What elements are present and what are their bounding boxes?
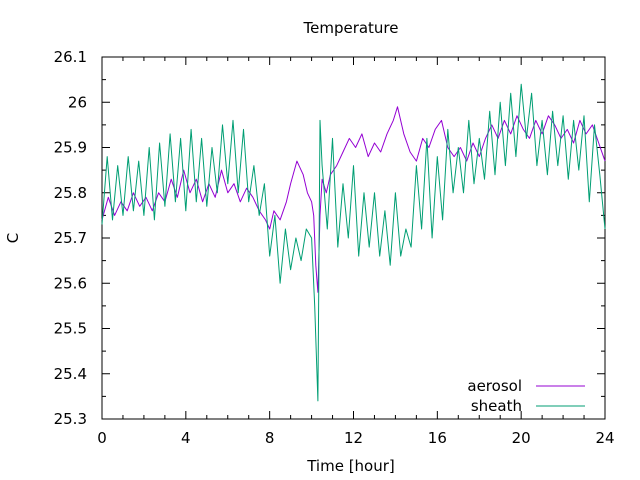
- series-lines: [101, 83, 606, 402]
- y-tick-label: 26.1: [54, 48, 87, 66]
- legend-label-sheath: sheath: [471, 397, 522, 415]
- legend-label-aerosol: aerosol: [467, 377, 522, 395]
- y-tick-label: 25.9: [54, 139, 87, 157]
- x-tick-label: 8: [265, 429, 275, 447]
- y-tick-label: 25.4: [54, 365, 87, 383]
- x-tick-label: 24: [595, 429, 614, 447]
- x-tick-label: 4: [181, 429, 191, 447]
- x-axis-ticks: 0 4 8 12 16 20 24: [97, 57, 615, 447]
- y-tick-label: 26: [68, 93, 87, 111]
- y-tick-label: 25.3: [54, 410, 87, 428]
- y-tick-label: 25.6: [54, 274, 87, 292]
- legend: aerosol sheath: [467, 377, 585, 415]
- y-axis-ticks: 25.3 25.4 25.5 25.6 25.7 25.8 25.9 26 26.1: [54, 48, 605, 428]
- x-axis-label: Time [hour]: [306, 457, 395, 475]
- chart-title: Temperature: [302, 19, 398, 37]
- x-tick-label: 16: [428, 429, 447, 447]
- x-tick-label: 0: [97, 429, 107, 447]
- y-axis-label: C: [4, 233, 22, 243]
- y-tick-label: 25.5: [54, 320, 87, 338]
- x-tick-label: 20: [512, 429, 531, 447]
- y-tick-label: 25.8: [54, 184, 87, 202]
- y-tick-label: 25.7: [54, 229, 87, 247]
- series-line-sheath: [101, 83, 606, 402]
- x-tick-label: 12: [344, 429, 363, 447]
- series-line-aerosol: [101, 106, 606, 293]
- plot-area: 0 4 8 12 16 20 24 25.3 25.4 25.5 25.6 25.7 25.8 25.9…: [54, 48, 615, 447]
